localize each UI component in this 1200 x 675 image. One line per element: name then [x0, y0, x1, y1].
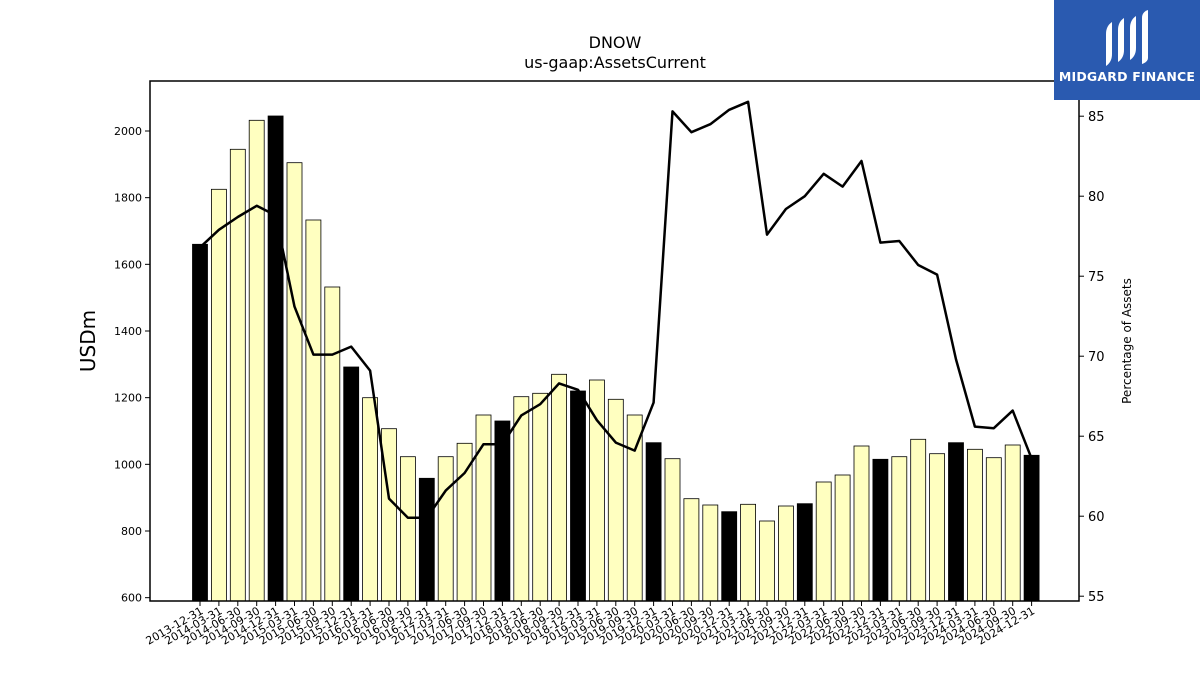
bar-2021-12-31 [796, 503, 813, 602]
brand-logo: MIDGARD FINANCE [1054, 0, 1200, 100]
y2-tick-label: 60 [1088, 510, 1105, 525]
bar-2018-09-30 [551, 373, 567, 602]
y-tick-label: 1000 [114, 458, 142, 471]
bar-2020-06-30 [683, 498, 700, 602]
y2-tick-label: 80 [1088, 190, 1105, 205]
bar-2016-12-31 [418, 477, 435, 602]
bar-2023-06-30 [910, 438, 927, 602]
percentage-line [199, 100, 1033, 520]
y-tick-label: 1800 [114, 192, 142, 205]
axes: 600 800 1000 1200 1400 1600 1800 2000 55 60 65 70 75… [114, 80, 1105, 648]
bar-2018-12-31 [570, 390, 586, 602]
bar-2020-09-30 [702, 504, 719, 602]
midgard-logo-mark-icon [1106, 10, 1148, 66]
bar-2014-09-30 [248, 119, 265, 602]
bar-2023-09-30 [929, 453, 945, 602]
bar-2022-06-30 [834, 474, 851, 602]
line-series [199, 100, 1033, 520]
bar-2023-12-31 [948, 442, 964, 602]
bar-2021-03-31 [740, 503, 756, 602]
y-tick-label: 1200 [114, 392, 142, 405]
bar-2016-09-30 [399, 456, 416, 602]
bar-2017-12-31 [494, 420, 511, 602]
bar-2022-12-31 [872, 458, 889, 602]
bar-2024-12-31 [1023, 454, 1040, 602]
y-tick-label: 800 [121, 525, 142, 538]
chart-subtitle: us-gaap:AssetsCurrent [524, 53, 706, 72]
bar-2021-09-30 [778, 505, 794, 602]
y-axis-label: USDm [76, 310, 100, 372]
bar-2015-12-31 [343, 366, 360, 602]
y-tick-label: 1400 [114, 325, 142, 338]
bar-2022-03-31 [815, 481, 832, 602]
bar-2020-12-31 [721, 511, 738, 602]
bar-2016-03-31 [362, 397, 379, 602]
bar-series [192, 115, 1040, 602]
bar-2017-03-31 [437, 456, 454, 602]
bar-2018-06-30 [532, 392, 549, 602]
bar-2017-09-30 [475, 414, 492, 602]
bar-2014-03-31 [210, 188, 227, 602]
bar-2020-03-31 [664, 458, 681, 602]
bar-2015-06-30 [305, 219, 322, 602]
bar-2024-09-30 [1004, 444, 1021, 602]
bar-2019-09-30 [626, 414, 643, 602]
y-tick-label: 600 [121, 592, 142, 605]
bar-2019-12-31 [645, 442, 662, 602]
y2-tick-label: 70 [1088, 350, 1105, 365]
logo-text: MIDGARD FINANCE [1058, 69, 1196, 84]
y2-tick-label: 75 [1088, 270, 1105, 285]
y2-tick-label: 65 [1088, 430, 1105, 445]
bar-2013-12-31 [192, 243, 208, 602]
bar-2019-06-30 [607, 398, 624, 602]
y2-axis-label: Percentage of Assets [1120, 278, 1134, 404]
y2-tick-label: 85 [1088, 110, 1105, 125]
chart-title: DNOW [589, 33, 642, 52]
bar-2022-09-30 [853, 445, 870, 602]
bar-2024-06-30 [985, 457, 1002, 602]
bar-2015-03-31 [286, 162, 303, 602]
bar-2014-12-31 [267, 115, 284, 602]
bar-2018-03-31 [513, 396, 530, 602]
y2-tick-label: 55 [1088, 590, 1105, 605]
bar-2023-03-31 [891, 456, 908, 602]
bar-2021-06-30 [759, 520, 775, 602]
y-tick-label: 2000 [114, 125, 142, 138]
bar-2015-09-30 [324, 286, 341, 602]
y-tick-label: 1600 [114, 258, 142, 271]
bar-2024-03-31 [967, 448, 983, 602]
plot-frame [149, 80, 1080, 602]
